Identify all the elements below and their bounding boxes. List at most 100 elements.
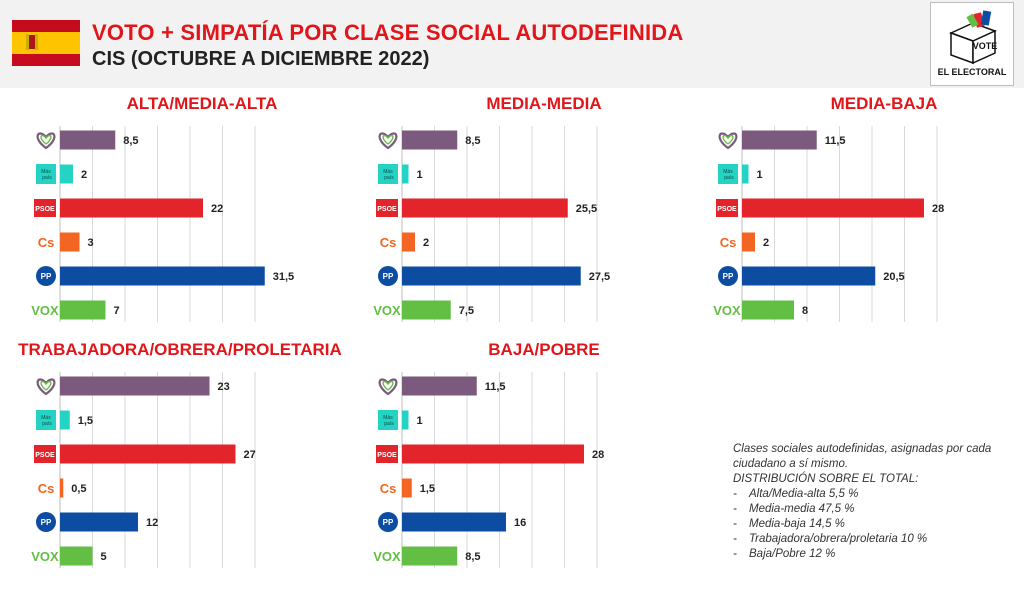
vox-icon: VOX bbox=[713, 303, 741, 318]
data-label: 27,5 bbox=[589, 271, 610, 283]
bar bbox=[60, 512, 138, 532]
svg-text:Cs: Cs bbox=[720, 235, 737, 250]
svg-text:PP: PP bbox=[383, 518, 394, 527]
bar bbox=[742, 130, 817, 150]
note-item: Media-media 47,5 % bbox=[733, 502, 1018, 517]
svg-text:país: país bbox=[42, 175, 52, 181]
chart-title: TRABAJADORA/OBRERA/PROLETARIA bbox=[18, 340, 342, 359]
psoe-icon: PSOE bbox=[34, 199, 56, 217]
pp-icon: PP bbox=[36, 266, 56, 286]
data-label: 23 bbox=[218, 381, 230, 393]
vox-icon: VOX bbox=[373, 303, 401, 318]
svg-text:PSOE: PSOE bbox=[717, 206, 737, 213]
pp-icon: PP bbox=[378, 266, 398, 286]
bar bbox=[402, 410, 409, 430]
data-label: 5 bbox=[101, 551, 107, 563]
svg-text:VOX: VOX bbox=[373, 549, 401, 564]
bar bbox=[402, 198, 568, 218]
data-label: 27 bbox=[244, 449, 256, 461]
svg-text:PP: PP bbox=[41, 272, 52, 281]
data-label: 31,5 bbox=[273, 271, 294, 283]
svg-text:Cs: Cs bbox=[38, 235, 55, 250]
vox-icon: VOX bbox=[31, 549, 59, 564]
bar bbox=[402, 232, 415, 252]
svg-text:PP: PP bbox=[383, 272, 394, 281]
vox-icon: VOX bbox=[373, 549, 401, 564]
data-label: 20,5 bbox=[883, 271, 904, 283]
data-label: 16 bbox=[514, 517, 526, 529]
ciudadanos-icon: Cs bbox=[380, 235, 397, 250]
spain-flag-icon bbox=[12, 20, 80, 66]
data-label: 8,5 bbox=[465, 135, 480, 147]
chart-media-baja: MEDIA-BAJA 11,5 Más país 1 PSOE 28 Cs 2 PP 20,5 VO… bbox=[682, 94, 1022, 334]
svg-text:PP: PP bbox=[41, 518, 52, 527]
data-label: 1,5 bbox=[420, 483, 435, 495]
chart-title: MEDIA-MEDIA bbox=[486, 94, 602, 113]
bar bbox=[402, 300, 451, 320]
bar bbox=[742, 300, 794, 320]
bar bbox=[402, 266, 581, 286]
brand-label: EL ELECTORAL bbox=[937, 67, 1007, 77]
bar bbox=[742, 198, 924, 218]
svg-text:país: país bbox=[384, 175, 394, 181]
ciudadanos-icon: Cs bbox=[38, 481, 55, 496]
psoe-icon: PSOE bbox=[34, 445, 56, 463]
bar bbox=[60, 410, 70, 430]
svg-text:VOX: VOX bbox=[713, 303, 741, 318]
bar bbox=[60, 546, 93, 566]
chart-title: ALTA/MEDIA-ALTA bbox=[126, 94, 278, 113]
bar bbox=[60, 198, 203, 218]
bar bbox=[60, 164, 73, 184]
header: VOTO + SIMPATÍA POR CLASE SOCIAL AUTODEF… bbox=[0, 0, 1024, 88]
data-label: 2 bbox=[423, 237, 429, 249]
psoe-icon: PSOE bbox=[716, 199, 738, 217]
vote-label: VOTE bbox=[973, 41, 998, 51]
data-label: 12 bbox=[146, 517, 158, 529]
bar bbox=[402, 546, 458, 566]
chart-trabajadora: TRABAJADORA/OBRERA/PROLETARIA 23 Más país 1… bbox=[0, 340, 342, 580]
bar bbox=[60, 376, 210, 396]
chart-title: BAJA/POBRE bbox=[488, 340, 600, 359]
pp-icon: PP bbox=[378, 512, 398, 532]
bar bbox=[60, 444, 236, 464]
podemos-heart-icon bbox=[378, 378, 398, 396]
page-subtitle: CIS (OCTUBRE A DICIEMBRE 2022) bbox=[92, 48, 430, 70]
note-intro: Clases sociales autodefinidas, asignadas… bbox=[733, 443, 992, 470]
chart-media-media: MEDIA-MEDIA 8,5 Más país 1 PSOE 25,5 Cs 2 PP 27,5… bbox=[342, 94, 682, 334]
data-label: 1 bbox=[757, 169, 763, 181]
svg-text:país: país bbox=[384, 421, 394, 427]
note-list: Alta/Media-alta 5,5 % Media-media 47,5 %… bbox=[733, 487, 1018, 562]
bar bbox=[60, 300, 106, 320]
svg-text:país: país bbox=[724, 175, 734, 181]
data-label: 11,5 bbox=[825, 135, 846, 147]
svg-text:PSOE: PSOE bbox=[377, 452, 397, 459]
svg-text:Más: Más bbox=[41, 415, 51, 421]
data-label: 7 bbox=[114, 305, 120, 317]
podemos-heart-icon bbox=[718, 132, 738, 150]
pp-icon: PP bbox=[36, 512, 56, 532]
data-label: 0,5 bbox=[71, 483, 86, 495]
svg-text:Más: Más bbox=[383, 415, 393, 421]
svg-text:Cs: Cs bbox=[380, 481, 397, 496]
ballot-box-icon: VOTE bbox=[949, 10, 998, 65]
ciudadanos-icon: Cs bbox=[720, 235, 737, 250]
bar bbox=[402, 376, 477, 396]
bar bbox=[742, 266, 876, 286]
podemos-heart-icon bbox=[36, 132, 56, 150]
data-label: 7,5 bbox=[459, 305, 474, 317]
note-item: Trabajadora/obrera/proletaria 10 % bbox=[733, 532, 1018, 547]
svg-text:PP: PP bbox=[723, 272, 734, 281]
chart-baja-pobre: BAJA/POBRE 11,5 Más país 1 PSOE 28 Cs 1,5 PP 16 VO… bbox=[342, 340, 682, 580]
svg-text:Más: Más bbox=[41, 169, 51, 175]
bar bbox=[60, 266, 265, 286]
data-label: 28 bbox=[932, 203, 944, 215]
ciudadanos-icon: Cs bbox=[38, 235, 55, 250]
svg-text:Más: Más bbox=[383, 169, 393, 175]
